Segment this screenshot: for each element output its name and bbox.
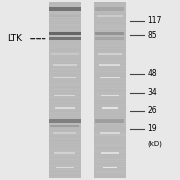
Bar <box>95 7 124 11</box>
Bar <box>81 2 94 178</box>
Text: 19: 19 <box>148 124 157 133</box>
Bar <box>49 32 81 35</box>
Bar <box>54 152 75 154</box>
Bar <box>98 53 122 55</box>
Bar <box>50 125 79 127</box>
Bar <box>100 77 120 78</box>
Bar <box>103 167 117 168</box>
Bar <box>53 132 76 134</box>
Bar <box>95 119 124 123</box>
Text: 34: 34 <box>148 88 157 97</box>
Bar <box>102 107 118 109</box>
Bar <box>56 167 74 168</box>
Bar <box>97 125 123 127</box>
Bar <box>55 107 75 109</box>
Bar <box>49 37 81 40</box>
Bar <box>53 77 76 78</box>
Bar <box>49 2 81 178</box>
Bar <box>101 95 119 96</box>
Bar <box>99 64 120 66</box>
Bar <box>50 15 79 17</box>
Text: 117: 117 <box>148 16 162 25</box>
Bar <box>95 37 124 40</box>
Bar <box>97 15 123 17</box>
Bar <box>53 64 77 66</box>
Bar <box>49 7 81 11</box>
Bar <box>100 132 120 134</box>
Text: 26: 26 <box>148 106 157 115</box>
Bar <box>49 119 81 123</box>
Bar <box>101 152 119 154</box>
Text: (kD): (kD) <box>148 141 163 147</box>
Bar <box>94 2 126 178</box>
Text: LTK: LTK <box>7 34 22 43</box>
Bar <box>95 32 124 35</box>
Text: 85: 85 <box>148 31 157 40</box>
Bar <box>54 95 75 96</box>
Text: 48: 48 <box>148 69 157 78</box>
Bar <box>51 53 78 55</box>
